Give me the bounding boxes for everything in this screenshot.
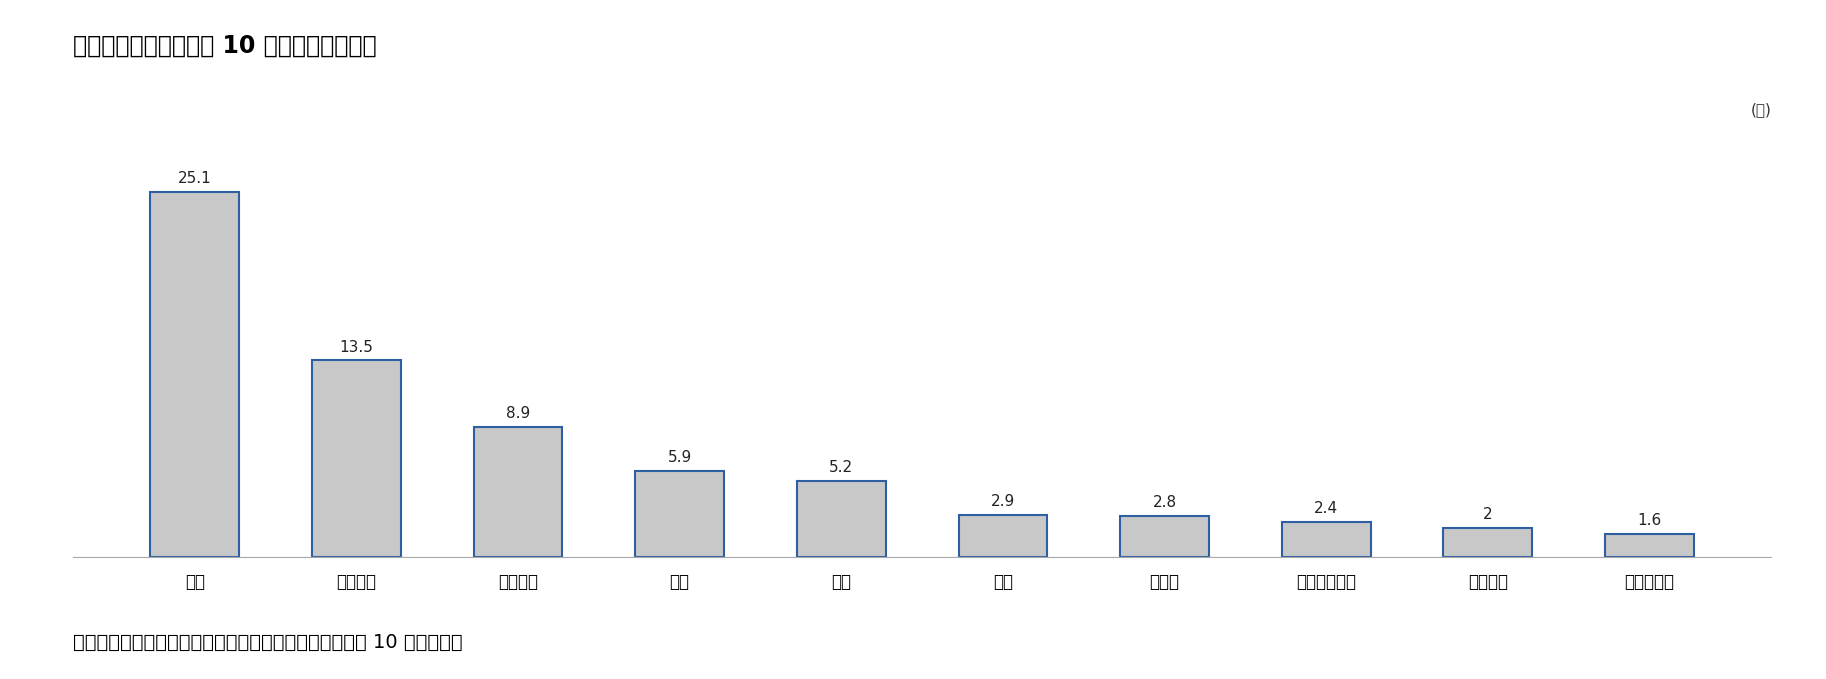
Bar [1444, 528, 1532, 557]
Bar [1282, 522, 1371, 557]
Text: 25.1: 25.1 [177, 170, 212, 186]
Text: 8.9: 8.9 [506, 407, 530, 422]
Text: (％): (％) [1751, 102, 1771, 117]
Text: 5.9: 5.9 [668, 450, 692, 465]
Text: 13.5: 13.5 [340, 340, 373, 354]
Text: 2.8: 2.8 [1152, 495, 1176, 510]
Text: 2: 2 [1483, 507, 1492, 522]
Text: 出所）産業通商資源部・関税庁・韓国貿易協会『韓国の 10 大貿易国』: 出所）産業通商資源部・関税庁・韓国貿易協会『韓国の 10 大貿易国』 [73, 633, 462, 652]
Text: 1.6: 1.6 [1638, 513, 1662, 528]
Bar [635, 471, 725, 557]
Bar [312, 361, 400, 557]
Bar [1605, 534, 1695, 557]
Bar [959, 515, 1048, 557]
Text: 5.2: 5.2 [829, 460, 853, 475]
Text: 図表２　韓国における 10 大輸出国のシェア: 図表２ 韓国における 10 大輸出国のシェア [73, 34, 376, 58]
Bar [150, 191, 239, 557]
Text: 2.9: 2.9 [992, 494, 1015, 509]
Text: 2.4: 2.4 [1315, 501, 1338, 516]
Bar [473, 427, 562, 557]
Bar [796, 481, 886, 557]
Bar [1119, 516, 1209, 557]
